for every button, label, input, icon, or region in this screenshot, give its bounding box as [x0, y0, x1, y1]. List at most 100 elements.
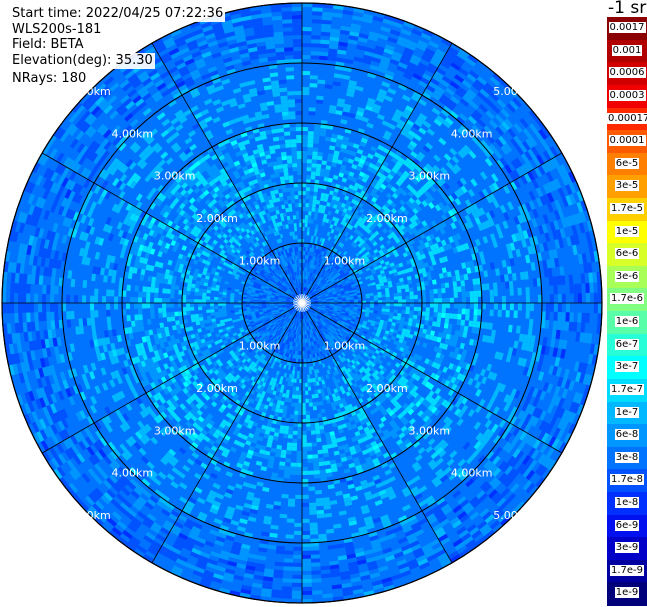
range-bin: [272, 332, 277, 337]
range-bin: [170, 303, 175, 308]
range-bin: [327, 313, 332, 316]
range-bin: [295, 111, 302, 116]
range-bin: [309, 321, 312, 326]
range-bin: [110, 282, 115, 290]
range-bin: [289, 277, 293, 282]
range-bin: [307, 458, 314, 463]
range-bin: [302, 159, 307, 164]
range-bin: [409, 303, 414, 307]
range-bin: [306, 163, 312, 168]
range-bin: [307, 135, 314, 140]
range-bin: [284, 280, 288, 285]
range-bin: [279, 143, 286, 149]
range-bin: [328, 309, 333, 312]
range-bin: [324, 330, 328, 335]
range-bin: [314, 115, 322, 120]
range-bin: [274, 297, 279, 299]
range-bin: [279, 280, 283, 284]
range-bin: [310, 320, 314, 325]
range-bin: [267, 290, 272, 294]
range-bin: [305, 390, 309, 395]
range-bin: [365, 298, 370, 301]
range-bin: [407, 279, 413, 285]
range-bin: [306, 314, 308, 318]
range-bin: [433, 298, 438, 303]
range-bin: [331, 322, 336, 326]
range-bin: [318, 303, 322, 305]
range-bin: [300, 319, 302, 323]
range-bin: [393, 296, 398, 300]
range-bin: [302, 434, 307, 439]
range-bin: [302, 438, 307, 443]
range-bin: [292, 370, 295, 375]
range-bin: [150, 287, 155, 293]
range-bin: [270, 304, 275, 306]
range-bin: [314, 290, 319, 294]
range-bin: [162, 312, 167, 318]
range-bin: [311, 310, 315, 314]
range-bin: [279, 176, 285, 181]
range-bin: [142, 303, 147, 309]
range-bin: [305, 305, 309, 308]
range-bin: [206, 296, 211, 300]
range-bin: [317, 314, 322, 318]
range-bin: [320, 309, 325, 312]
range-bin: [396, 285, 401, 290]
range-bin: [432, 321, 437, 327]
range-bin: [154, 282, 160, 288]
range-bin: [325, 262, 329, 267]
range-bin: [302, 275, 304, 280]
range-bin: [421, 298, 426, 303]
range-bin: [214, 299, 219, 303]
range-bin: [289, 293, 293, 296]
range-bin: [283, 167, 289, 173]
range-bin: [308, 255, 311, 260]
range-bin: [461, 297, 466, 303]
range-bin: [433, 288, 438, 294]
range-bin: [314, 290, 318, 294]
range-bin: [293, 280, 296, 285]
range-bin: [290, 324, 293, 329]
range-bin: [485, 309, 490, 317]
range-bin: [302, 111, 309, 116]
range-bin: [302, 163, 307, 168]
range-bin: [405, 299, 410, 303]
range-bin: [308, 321, 311, 326]
range-bin: [296, 288, 298, 292]
range-bin: [313, 191, 318, 197]
range-bin: [309, 297, 313, 300]
range-bin: [325, 308, 330, 311]
range-bin: [401, 299, 406, 303]
range-bin: [287, 265, 290, 270]
range-bin: [277, 281, 282, 285]
range-bin: [309, 402, 313, 407]
range-bin: [287, 283, 291, 288]
range-bin: [292, 290, 295, 294]
range-bin: [296, 454, 302, 459]
range-bin: [309, 263, 312, 269]
range-bin: [310, 281, 313, 285]
range-bin: [331, 315, 336, 318]
range-bin: [305, 299, 310, 302]
range-bin: [425, 307, 430, 312]
range-bin: [202, 299, 207, 303]
range-bin: [288, 273, 291, 278]
range-bin: [277, 160, 283, 166]
range-bin: [321, 297, 326, 299]
range-bin: [146, 303, 151, 309]
range-bin: [311, 264, 315, 269]
range-bin: [302, 307, 304, 311]
range-bin: [283, 200, 289, 205]
range-bin: [276, 325, 280, 329]
range-bin: [282, 300, 287, 302]
range-bin: [300, 291, 302, 295]
range-bin: [473, 309, 478, 316]
range-bin: [313, 297, 318, 300]
range-bin: [314, 327, 317, 332]
range-bin: [300, 287, 302, 292]
range-bin: [461, 285, 466, 292]
range-bin: [302, 151, 308, 156]
range-bin: [295, 288, 298, 292]
range-bin: [286, 306, 291, 309]
range-bin: [272, 281, 277, 286]
